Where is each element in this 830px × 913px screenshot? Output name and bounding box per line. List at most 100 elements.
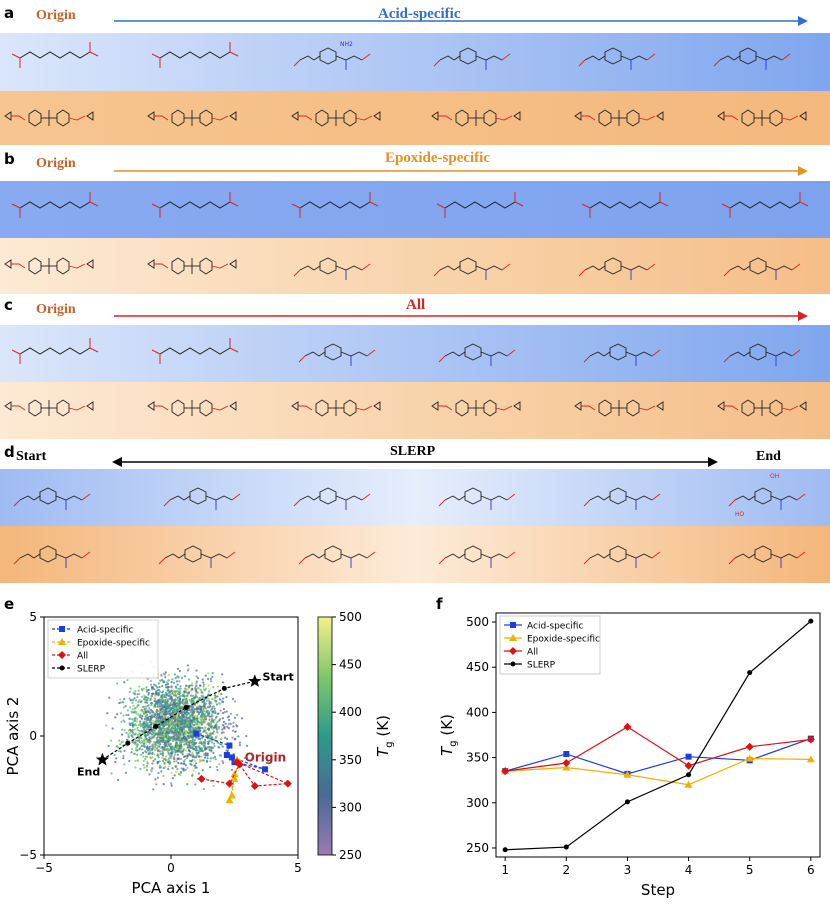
scatter-point: [162, 730, 165, 733]
scatter-point: [111, 727, 114, 730]
scatter-point: [136, 749, 139, 752]
scatter-point: [167, 740, 170, 743]
scatter-point: [147, 693, 150, 696]
scatter-point: [160, 727, 163, 730]
scatter-point: [193, 759, 197, 762]
scatter-point: [221, 717, 225, 720]
scatter-point: [126, 679, 129, 682]
scatter-point: [130, 711, 134, 714]
scatter-point: [135, 753, 139, 756]
scatter-point: [245, 734, 248, 738]
scatter-point: [174, 749, 177, 752]
scatter-marker: [153, 723, 159, 729]
scatter-point: [127, 729, 130, 732]
scatter-marker: [227, 791, 236, 799]
scatter-point: [196, 705, 200, 708]
scatter-point: [221, 728, 224, 731]
scatter-point: [204, 702, 208, 705]
scatter-point: [177, 690, 180, 693]
scatter-point: [189, 719, 193, 722]
scatter-point: [203, 718, 206, 721]
scatter-point: [181, 719, 184, 722]
scatter-point: [171, 750, 174, 753]
scatter-point: [207, 672, 210, 675]
scatter-point: [225, 737, 229, 741]
scatter-point: [145, 686, 148, 689]
scatter-point: [179, 687, 182, 690]
scatter-point: [162, 736, 165, 739]
scatter-point: [223, 710, 226, 714]
scatter-point: [144, 757, 147, 761]
scatter-point: [200, 740, 203, 743]
scatter-point: [145, 698, 148, 702]
scatter-point: [155, 746, 158, 750]
scatter-point: [139, 767, 142, 770]
scatter-point: [227, 718, 231, 722]
scatter-point: [170, 681, 173, 684]
scatter-point: [221, 745, 224, 748]
scatter-point: [170, 698, 173, 701]
scatter-point: [199, 726, 202, 729]
scatter-point: [170, 748, 173, 751]
scatter-point: [155, 690, 158, 693]
legend-label: All: [77, 652, 88, 662]
scatter-point: [162, 680, 165, 684]
scatter-point: [132, 691, 135, 695]
scatter-point: [156, 744, 159, 747]
scatter-point: [173, 746, 177, 749]
scatter-point: [164, 695, 167, 698]
scatter-point: [179, 773, 182, 777]
scatter-point: [246, 744, 249, 748]
scatter-point: [135, 706, 138, 709]
scatter-point: [114, 716, 117, 719]
scatter-point: [158, 703, 161, 706]
x-tick-label: 0: [167, 861, 175, 875]
scatter-point: [123, 720, 126, 723]
scatter-point: [195, 749, 198, 752]
scatter-point: [131, 735, 134, 738]
scatter-point: [150, 714, 154, 717]
scatter-point: [171, 746, 175, 750]
scatter-point: [173, 774, 176, 777]
scatter-point: [179, 697, 182, 700]
scatter-point: [190, 744, 193, 748]
scatter-point: [179, 733, 182, 736]
line-marker: [685, 753, 692, 760]
scatter-marker: [183, 704, 189, 710]
scatter-point: [180, 741, 183, 744]
scatter-point: [191, 713, 194, 716]
scatter-point: [149, 723, 153, 726]
scatter-point: [155, 711, 159, 714]
scatter-point: [128, 706, 132, 709]
scatter-point: [165, 730, 168, 734]
scatter-point: [172, 689, 175, 692]
scatter-point: [131, 701, 134, 704]
scatter-point: [154, 713, 157, 716]
scatter-point: [151, 719, 155, 722]
scatter-point: [234, 730, 237, 733]
panel-d-arrow: [112, 457, 718, 467]
scatter-point: [141, 741, 144, 744]
scatter-point: [197, 749, 200, 752]
scatter-point: [143, 738, 146, 741]
scatter-point: [150, 770, 153, 773]
scatter-point: [182, 722, 186, 725]
scatter-point: [170, 689, 173, 692]
scatter-point: [172, 681, 176, 685]
scatter-point: [202, 685, 205, 688]
scatter-point: [142, 722, 146, 725]
scatter-point: [136, 717, 139, 721]
scatter-point: [146, 718, 150, 722]
scatter-point: [192, 769, 195, 772]
scatter-point: [168, 704, 171, 707]
scatter-point: [210, 720, 213, 723]
scatter-point: [120, 733, 124, 736]
scatter-point: [183, 690, 186, 693]
scatter-point: [145, 719, 148, 722]
scatter-point: [136, 726, 139, 730]
scatter-point: [178, 731, 181, 734]
scatter-point: [179, 706, 182, 710]
scatter-point: [158, 760, 161, 763]
panel-a-epoxide-band: [0, 91, 830, 145]
scatter-point: [197, 723, 200, 726]
